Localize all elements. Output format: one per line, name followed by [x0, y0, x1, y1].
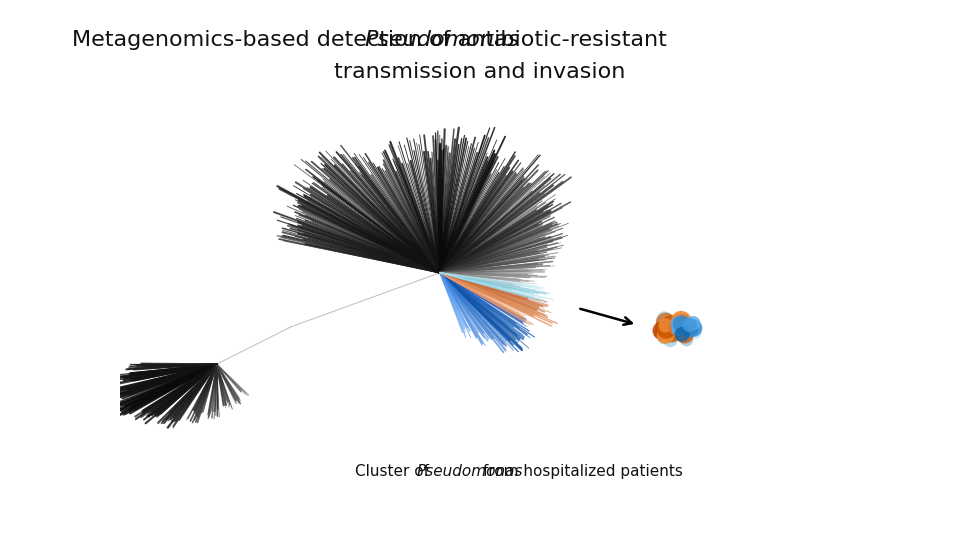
Point [670, 319, 685, 328]
Point [682, 321, 697, 329]
Point [659, 325, 674, 333]
Point [664, 328, 680, 336]
Point [670, 320, 685, 328]
Text: Pseudomonas: Pseudomonas [365, 30, 519, 50]
Point [671, 329, 686, 338]
Point [659, 318, 674, 327]
Point [657, 328, 672, 336]
Point [662, 335, 678, 344]
Point [674, 324, 689, 333]
Point [656, 334, 671, 342]
Point [675, 323, 690, 332]
Point [662, 321, 678, 330]
Text: from hospitalized patients: from hospitalized patients [478, 464, 683, 480]
Point [674, 318, 689, 327]
Text: Metagenomics-based detection of antibiotic-resistant: Metagenomics-based detection of antibiot… [72, 30, 674, 50]
Point [676, 326, 691, 334]
Point [659, 323, 674, 332]
Point [676, 324, 691, 333]
Point [654, 326, 669, 335]
Point [685, 319, 701, 327]
Point [672, 322, 687, 331]
Point [682, 325, 697, 334]
Text: Cluster of: Cluster of [355, 464, 434, 480]
Point [674, 320, 689, 328]
Point [671, 325, 686, 334]
Point [672, 324, 687, 333]
Point [669, 325, 684, 334]
Point [658, 330, 673, 339]
Point [657, 322, 672, 331]
Point [657, 315, 672, 323]
Point [656, 329, 671, 338]
Point [674, 317, 689, 326]
Point [685, 323, 701, 332]
Point [655, 328, 670, 337]
Point [677, 330, 692, 339]
Point [675, 330, 690, 339]
Point [684, 324, 699, 333]
Point [669, 323, 684, 332]
Point [672, 323, 687, 332]
Point [687, 328, 703, 337]
Point [677, 321, 692, 329]
Point [679, 335, 694, 344]
Point [666, 326, 682, 335]
Point [658, 321, 673, 330]
Text: transmission and invasion: transmission and invasion [334, 62, 626, 82]
Text: Pseudomonas: Pseudomonas [417, 464, 523, 480]
Point [667, 323, 683, 332]
Point [663, 321, 679, 330]
